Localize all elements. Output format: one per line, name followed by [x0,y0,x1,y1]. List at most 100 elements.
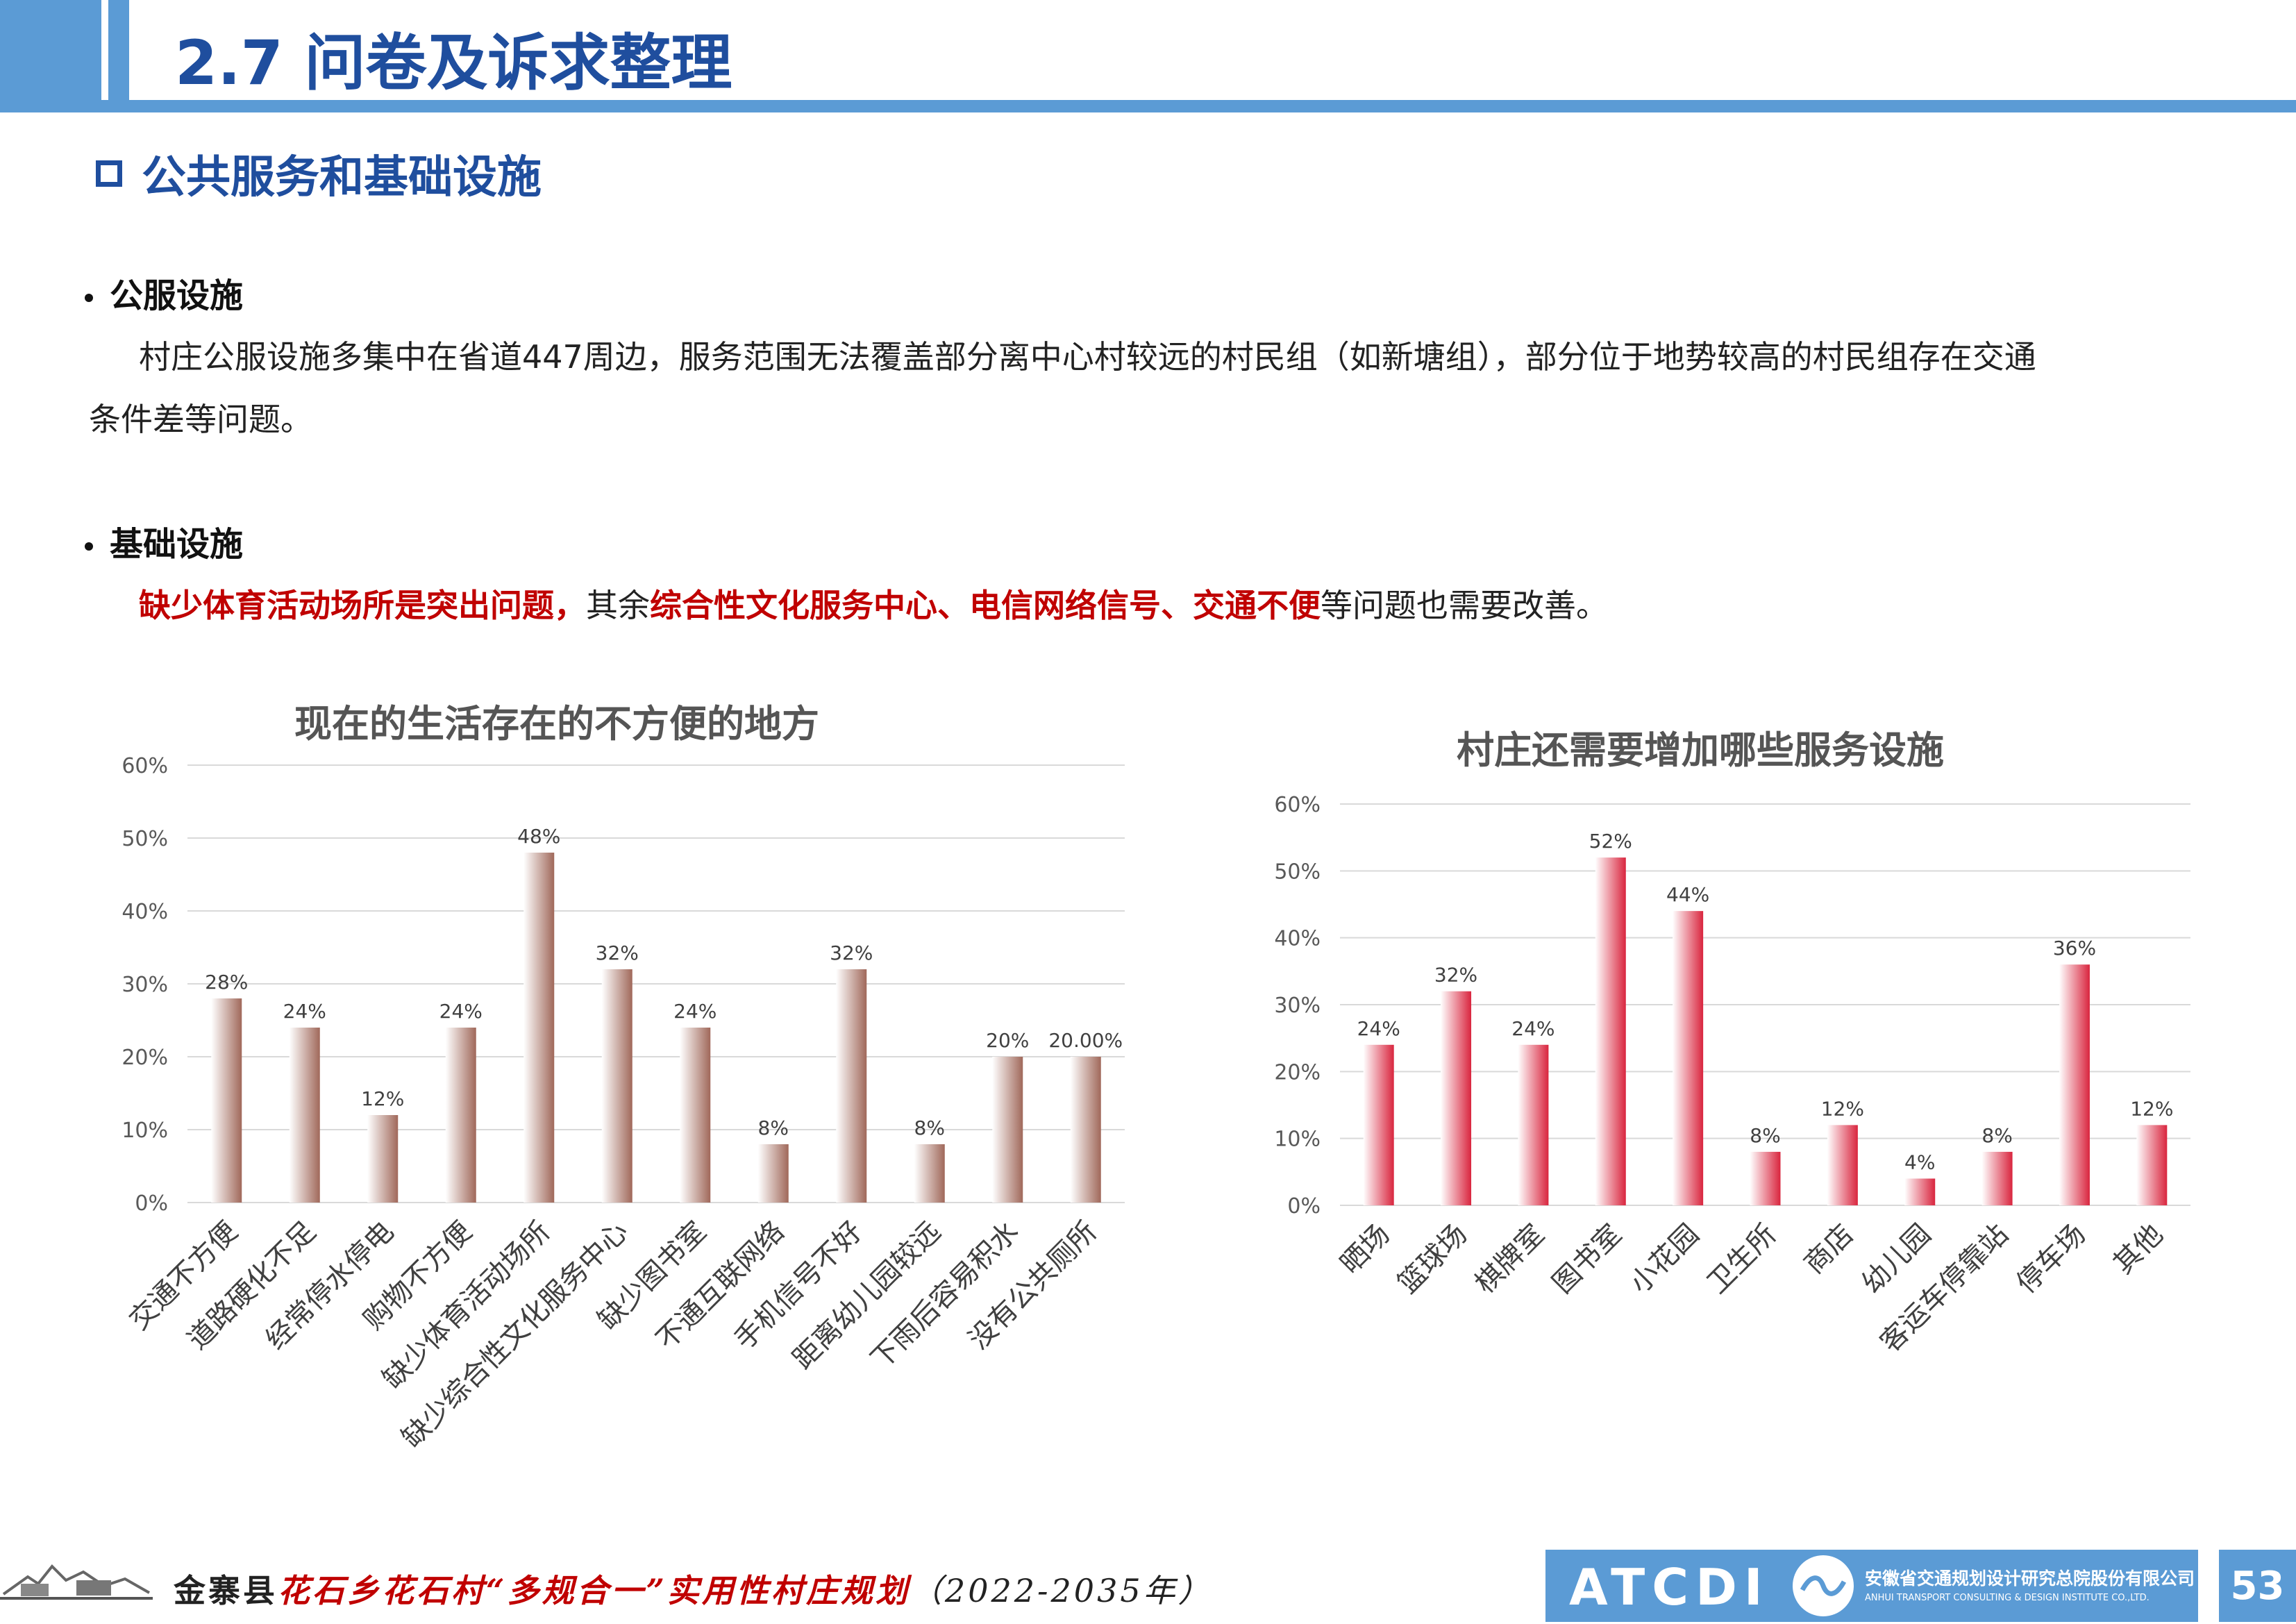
bar [289,1028,320,1203]
bar [1595,857,1626,1205]
footer-title: 金寨县花石乡花石村“多规合一”实用性村庄规划（2022-2035年） [174,1566,1213,1612]
category-label: 晒场 [1334,1219,1396,1280]
bar [445,1028,476,1203]
bullet-dot-icon [85,542,93,551]
company-name-en: ANHUI TRANSPORT CONSULTING & DESIGN INST… [1865,1593,2150,1603]
y-tick-label: 10% [121,1119,168,1143]
bar [1981,1151,2013,1205]
chart1-title: 现在的生活存在的不方便的地方 [294,702,819,746]
data-label: 4% [1904,1150,1935,1173]
data-label: 32% [1434,964,1477,987]
data-label: 52% [1589,830,1632,853]
bar [757,1144,789,1203]
y-tick-label: 50% [121,827,168,851]
bar [1904,1178,1936,1205]
y-tick-label: 20% [121,1046,168,1070]
header-gap [101,0,108,100]
bar [680,1028,711,1203]
y-tick-label: 40% [121,900,168,924]
data-label: 8% [1981,1124,2012,1147]
bar [523,853,555,1203]
footer-village: 花石乡花石村 [278,1572,486,1609]
data-label: 24% [673,1000,717,1023]
infrastructure-highlight-2: 综合性文化服务中心、电信网络信号、交通不便 [650,587,1321,624]
bar [367,1115,399,1203]
bar [1070,1057,1101,1203]
data-label: 24% [283,1000,326,1023]
infrastructure-paragraph: 缺少体育活动场所是突出问题，其余综合性文化服务中心、电信网络信号、交通不便等问题… [139,580,1608,626]
data-label: 24% [439,1000,483,1023]
bar [1673,911,1704,1205]
public-facilities-line-1: 村庄公服设施多集中在省道447周边，服务范围无法覆盖部分离中心村较远的村民组（如… [139,338,2036,376]
category-label: 停车场 [2011,1219,2092,1300]
data-label: 8% [758,1116,789,1139]
logo-wave-icon [1793,1555,1854,1616]
bar [601,969,632,1203]
y-tick-label: 30% [121,973,168,997]
footer-plan: “多规合一”实用性村庄规划 [486,1572,910,1609]
y-tick-label: 0% [1287,1194,1321,1219]
header-accent-notch [108,0,129,100]
data-label: 8% [1750,1124,1780,1147]
footer-years: （2022-2035年） [910,1572,1213,1609]
data-label: 12% [1821,1097,1864,1120]
square-bullet-icon [96,160,122,187]
y-tick-label: 30% [1274,994,1321,1018]
bar [211,998,242,1203]
bar [2136,1125,2168,1205]
y-tick-label: 20% [1274,1060,1321,1085]
chart1-svg: 0%10%20%30%40%50%60%28%交通不方便24%道路硬化不足12%… [121,754,1125,1454]
header-rule [0,100,2296,112]
header-accent-block [0,0,101,100]
bar [1750,1151,1781,1205]
logo-text: ATCDI [1569,1558,1770,1616]
category-label: 商店 [1798,1219,1860,1280]
company-name-cn: 安徽省交通规划设计研究总院股份有限公司 [1865,1568,2195,1589]
infrastructure-text-4: 等问题也需要改善。 [1321,587,1608,624]
infrastructure-highlight-1: 缺少体育活动场所是突出问题， [139,587,586,624]
company-logo: ATCDI 安徽省交通规划设计研究总院股份有限公司 ANHUI TRANSPOR… [1545,1550,2198,1622]
data-label: 12% [2130,1097,2173,1120]
bar [1827,1125,1858,1205]
chart2-svg: 0% 10% 20% 30% 40% 50% 60% 24% 晒场 32% 篮球场 24% 棋牌室 52%… [1274,793,2190,1359]
bar [914,1144,945,1203]
data-label: 32% [830,941,873,964]
data-label: 32% [596,941,639,964]
infrastructure-heading: 基础设施 [85,517,243,565]
bar [1441,991,1472,1205]
public-facilities-heading-text: 公服设施 [110,276,244,315]
bar [2059,964,2090,1205]
public-facilities-line-2: 条件差等问题。 [89,401,312,438]
data-label: 44% [1666,883,1709,906]
category-label: 篮球场 [1392,1219,1473,1300]
public-facilities-heading: 公服设施 [85,268,243,317]
category-label: 卫生所 [1701,1219,1782,1300]
category-label: 棋牌室 [1469,1219,1550,1300]
bar [1518,1044,1549,1205]
data-label: 28% [205,971,248,994]
infrastructure-text-2: 其余 [586,587,650,624]
footer-county: 金寨县 [174,1572,278,1609]
y-tick-label: 10% [1274,1128,1321,1152]
y-tick-label: 0% [135,1191,168,1216]
page-number: 53 [2219,1550,2296,1622]
bullet-dot-icon [85,294,93,302]
page-title: 2.7 问卷及诉求整理 [175,27,732,99]
bar [836,969,867,1203]
bar [992,1057,1023,1203]
y-tick-label: 60% [121,754,168,778]
village-sketch-icon [0,1564,153,1600]
infrastructure-heading-text: 基础设施 [110,525,244,564]
data-label: 20.00% [1048,1029,1123,1052]
data-label: 12% [361,1087,404,1110]
data-label: 8% [914,1116,945,1139]
section-title: 公共服务和基础设施 [96,142,542,206]
data-label: 24% [1511,1017,1555,1040]
data-label: 20% [986,1029,1029,1052]
data-label: 48% [517,825,560,848]
data-label: 24% [1357,1017,1400,1040]
section-title-text: 公共服务和基础设施 [142,152,542,203]
category-label: 图书室 [1546,1219,1627,1300]
data-label: 36% [2053,937,2096,960]
bar [1363,1044,1394,1205]
